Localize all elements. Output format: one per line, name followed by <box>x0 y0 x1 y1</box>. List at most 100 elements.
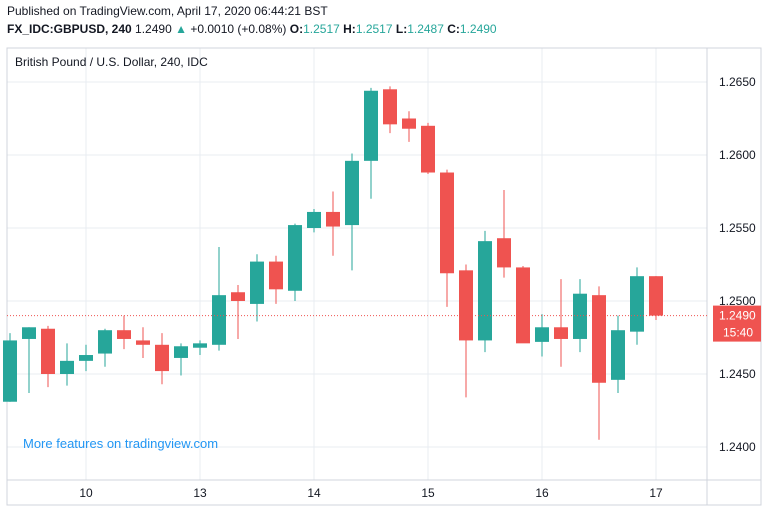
candle-body <box>497 238 511 268</box>
candle <box>611 315 625 393</box>
candle-body <box>326 211 340 227</box>
candle-body <box>535 327 549 342</box>
candle-body <box>41 328 55 374</box>
price-axis[interactable]: 1.2400 1.2450 1.2500 1.2550 1.2600 1.2650 <box>719 75 756 454</box>
candle <box>440 169 454 307</box>
candle <box>307 209 321 233</box>
candle-body <box>155 344 169 372</box>
candle <box>41 325 55 388</box>
price-change: +0.0010 (+0.08%) <box>190 22 287 36</box>
candle <box>402 111 416 142</box>
x-tick-label: 14 <box>307 486 321 500</box>
candle <box>326 191 340 256</box>
candle-body <box>364 90 378 161</box>
candle <box>212 246 226 351</box>
up-arrow-icon: ▲ <box>175 22 187 36</box>
candle <box>3 333 17 402</box>
candle <box>60 343 74 386</box>
candle-body <box>592 295 606 383</box>
candle <box>535 314 549 357</box>
candle <box>136 327 150 358</box>
candle <box>364 87 378 199</box>
y-tick-label: 1.2500 <box>719 294 756 308</box>
candle-body <box>345 160 359 226</box>
candle-body <box>269 261 283 290</box>
candle-body <box>554 327 568 339</box>
candle <box>269 255 283 304</box>
last-price-label: 1.2490 15:40 <box>713 305 761 342</box>
candle-body <box>459 270 473 341</box>
last-price: 1.2490 <box>135 22 172 36</box>
watermark-link[interactable]: More features on tradingview.com <box>23 436 218 451</box>
time-axis[interactable]: 10 13 14 15 16 17 <box>79 486 663 500</box>
y-tick-label: 1.2400 <box>719 440 756 454</box>
quote-line: FX_IDC:GBPUSD, 240 1.2490 ▲ +0.0010 (+0.… <box>7 22 497 36</box>
candle-body <box>60 360 74 374</box>
candle <box>516 265 530 344</box>
high-label: H: <box>343 22 356 36</box>
candle <box>231 284 245 339</box>
candle <box>421 122 435 174</box>
candle-body <box>250 261 264 304</box>
low-value: 1.2487 <box>407 22 444 36</box>
candle <box>345 153 359 271</box>
candle <box>22 327 36 393</box>
chart-title: British Pound / U.S. Dollar, 240, IDC <box>15 55 208 69</box>
candle <box>478 230 492 353</box>
candle <box>98 328 112 367</box>
high-value: 1.2517 <box>355 22 393 36</box>
countdown-text: 15:40 <box>723 326 753 340</box>
candle-body <box>516 267 530 344</box>
candle-body <box>212 295 226 345</box>
candle <box>383 86 397 134</box>
x-tick-label: 13 <box>193 486 207 500</box>
candle <box>630 267 644 345</box>
y-tick-label: 1.2550 <box>719 221 756 235</box>
candle-body <box>174 346 188 358</box>
candle <box>117 315 131 350</box>
candle-body <box>193 343 207 348</box>
candle <box>459 264 473 398</box>
x-tick-label: 17 <box>649 486 663 500</box>
candle-body <box>117 330 131 339</box>
x-tick-label: 16 <box>535 486 549 500</box>
last-price-text: 1.2490 <box>719 309 756 323</box>
candle-body <box>98 330 112 354</box>
chart-header: Published on TradingView.com, April 17, … <box>0 0 769 48</box>
candle-body <box>630 276 644 332</box>
candle-body <box>421 125 435 173</box>
candle-body <box>440 172 454 274</box>
candle-body <box>478 241 492 341</box>
candle-body <box>383 89 397 125</box>
y-tick-label: 1.2600 <box>719 148 756 162</box>
candle-body <box>288 225 302 291</box>
candle-body <box>649 276 663 316</box>
candle <box>250 254 264 322</box>
close-value: 1.2490 <box>459 22 497 36</box>
candles <box>3 86 663 440</box>
candle <box>497 190 511 278</box>
last-price-box <box>713 305 761 342</box>
candle <box>193 340 207 356</box>
y-tick-label: 1.2650 <box>719 75 756 89</box>
candle-body <box>136 340 150 345</box>
candle-body <box>611 330 625 380</box>
candle-body <box>307 211 321 228</box>
candle-body <box>3 340 17 402</box>
y-tick-label: 1.2450 <box>719 367 756 381</box>
candle <box>649 276 663 320</box>
candle <box>592 286 606 440</box>
candle <box>174 343 188 376</box>
candle-body <box>79 355 93 361</box>
candle <box>79 344 93 372</box>
candle-body <box>402 118 416 129</box>
candle <box>288 223 302 301</box>
open-value: 1.2517 <box>303 22 340 36</box>
chart-border <box>6 47 762 506</box>
candle <box>554 279 568 367</box>
open-label: O: <box>289 22 304 36</box>
low-label: L: <box>395 22 408 36</box>
x-tick-label: 10 <box>79 486 93 500</box>
candle-body <box>22 327 36 339</box>
